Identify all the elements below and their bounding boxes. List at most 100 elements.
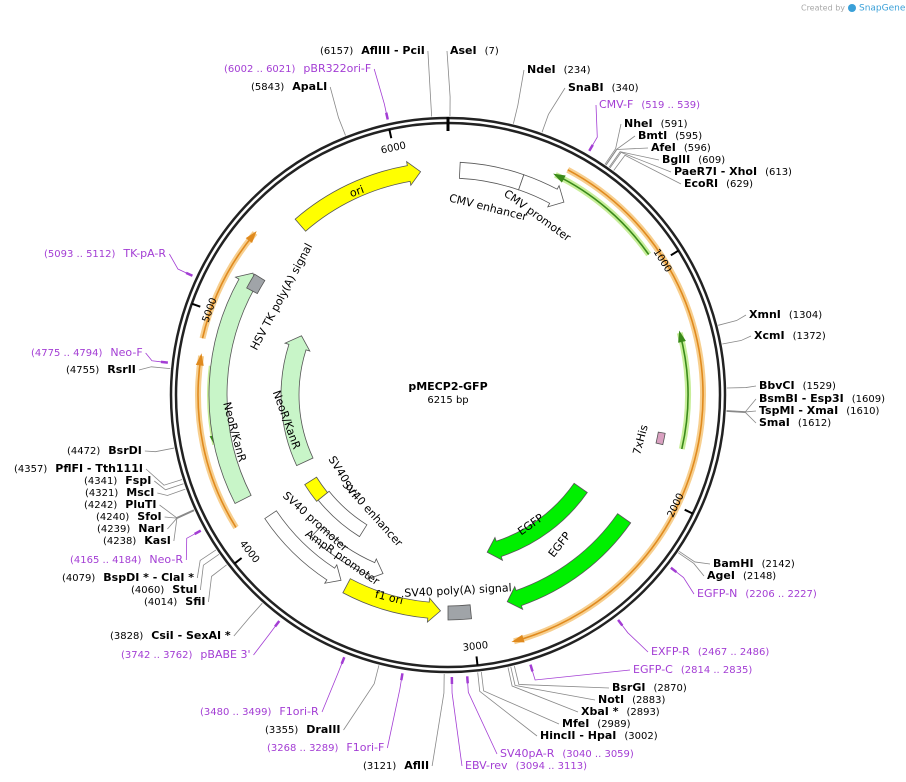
site-label: (4242) PluTI	[84, 498, 157, 511]
feature-label: EGFP	[546, 529, 574, 560]
position: (4240)	[96, 512, 129, 523]
position: (3121)	[363, 761, 396, 772]
leader-line	[604, 123, 622, 165]
feature-arrow	[246, 273, 266, 295]
leader-line	[480, 671, 560, 725]
name: SnaBI	[568, 81, 604, 94]
leader-line	[512, 69, 525, 124]
leader-line	[513, 665, 610, 689]
primer-label: EBV-rev (3094 .. 3113)	[465, 759, 587, 772]
site-label: NotI (2883)	[598, 693, 665, 706]
leader-line	[321, 660, 344, 713]
label-text: (3480 .. 3499) F1ori-R	[200, 705, 319, 718]
orf-head	[678, 330, 686, 343]
name: AseI	[450, 44, 477, 57]
orf-line	[197, 355, 237, 528]
feature-arrow	[280, 335, 314, 467]
position: (1529)	[803, 381, 836, 392]
site-label: BbvCI (1529)	[759, 379, 836, 392]
label-text: BbvCI (1529)	[759, 379, 836, 392]
position: (6157)	[320, 46, 353, 57]
leader-line	[169, 253, 189, 275]
position: (2206 .. 2227)	[745, 589, 817, 600]
leader-line	[541, 87, 566, 133]
site-label: (4755) RsrII	[66, 363, 136, 376]
name: BsrGI	[612, 681, 645, 694]
site-label: BmtI (595)	[638, 129, 702, 142]
primer-mark	[617, 619, 624, 627]
position: (3040 .. 3059)	[562, 749, 634, 760]
label-text: SnaBI (340)	[568, 81, 639, 94]
leader-line	[329, 86, 346, 136]
primer-mark	[588, 144, 594, 152]
site-label: (4341) FspI	[84, 474, 151, 487]
label-text: (4242) PluTI	[84, 498, 157, 511]
position: (7)	[485, 46, 499, 57]
site-label: EcoRI (629)	[684, 177, 753, 190]
name: AgeI	[707, 569, 735, 582]
label-text: (3268 .. 3289) F1ori-F	[267, 741, 384, 754]
label-text: CMV-F (519 .. 539)	[599, 98, 700, 111]
position: (591)	[661, 119, 688, 130]
name: SfiI	[185, 595, 205, 608]
tick-mark	[475, 656, 479, 666]
site-label: (4014) SfiI	[144, 595, 205, 608]
position: (4775 .. 4794)	[31, 348, 103, 359]
label-text: SmaI (1612)	[759, 416, 831, 429]
site-label: XcmI (1372)	[754, 329, 826, 342]
position: (4321)	[85, 488, 118, 499]
leader-line	[145, 352, 164, 363]
primer-mark	[529, 664, 534, 672]
feature-label: ori	[348, 183, 366, 200]
feature-label: 7xHis	[630, 423, 651, 456]
leader-line	[507, 667, 579, 713]
name: CsiI - SexAI *	[151, 629, 231, 642]
position: (2148)	[743, 571, 776, 582]
label-text: NdeI (234)	[527, 63, 591, 76]
primer-label: EGFP-N (2206 .. 2227)	[697, 587, 817, 600]
position: (2467 .. 2486)	[698, 647, 770, 658]
leader-line	[722, 335, 752, 345]
site-label: (4240) SfoI	[96, 510, 162, 523]
name: BsmBI - Esp3I	[759, 392, 844, 405]
tick-mark	[233, 557, 243, 565]
feature-arrow	[447, 604, 472, 621]
orf-line	[513, 169, 704, 643]
site-label: NdeI (234)	[527, 63, 591, 76]
primer-mark	[340, 656, 346, 665]
leader-line	[233, 602, 263, 637]
leader-line	[673, 569, 695, 595]
site-label: BglII (609)	[662, 153, 725, 166]
feature-arrow	[655, 431, 666, 446]
label-text: PaeR7I - XhoI (613)	[674, 165, 792, 178]
name: pBR322ori-F	[303, 62, 371, 75]
leader-line	[590, 104, 598, 148]
credit-logo	[848, 4, 856, 12]
site-label: (4239) NarI	[97, 522, 164, 535]
position: (4357)	[14, 464, 47, 475]
position: (3268 .. 3289)	[267, 743, 339, 754]
leader-line	[431, 673, 445, 767]
leader-line	[253, 623, 278, 656]
name: F1ori-F	[346, 741, 384, 754]
leader-line	[678, 550, 711, 565]
primer-mark	[400, 673, 404, 681]
label-text: (6157) AflIII - PciI	[320, 44, 425, 57]
leader-line	[427, 50, 433, 117]
name: NarI	[138, 522, 164, 535]
site-label: BamHI (2142)	[713, 557, 795, 570]
label-text: EBV-rev (3094 .. 3113)	[465, 759, 587, 772]
site-label: (3121) AflII	[363, 759, 429, 772]
orf-line	[679, 332, 689, 450]
name: F1ori-R	[279, 705, 319, 718]
position: (2893)	[626, 707, 659, 718]
primer-mark	[194, 529, 202, 536]
label-text: BmtI (595)	[638, 129, 702, 142]
label-text: AgeI (2148)	[707, 569, 776, 582]
site-label: (3355) DraIII	[265, 723, 341, 736]
position: (596)	[684, 143, 711, 154]
feature-arrow	[458, 161, 525, 191]
leader-line	[144, 447, 175, 453]
credit-prefix: Created by	[801, 4, 845, 13]
